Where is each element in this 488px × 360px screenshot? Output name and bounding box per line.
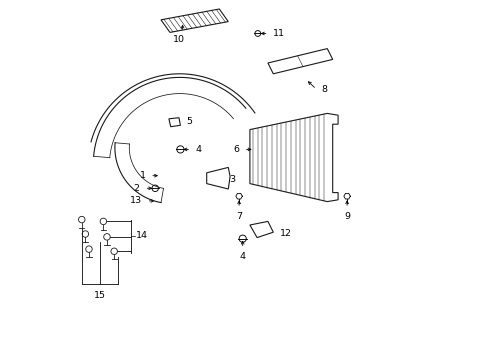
Polygon shape xyxy=(249,113,337,202)
Text: 1: 1 xyxy=(139,171,145,180)
Text: 2: 2 xyxy=(133,184,140,193)
Text: 11: 11 xyxy=(273,29,285,38)
Text: 3: 3 xyxy=(229,175,235,184)
Text: 6: 6 xyxy=(233,145,239,154)
Text: 12: 12 xyxy=(279,229,291,238)
Polygon shape xyxy=(206,167,230,189)
Text: 8: 8 xyxy=(321,85,326,94)
Polygon shape xyxy=(249,221,273,238)
Polygon shape xyxy=(267,49,332,74)
Text: 14: 14 xyxy=(136,231,147,240)
Polygon shape xyxy=(168,118,180,127)
Text: 5: 5 xyxy=(186,117,192,126)
Text: 4: 4 xyxy=(239,252,245,261)
Text: 13: 13 xyxy=(129,197,142,206)
Text: 10: 10 xyxy=(173,35,184,44)
Text: 9: 9 xyxy=(344,212,349,221)
Text: 7: 7 xyxy=(236,212,242,221)
Text: 15: 15 xyxy=(94,291,105,300)
Text: 4: 4 xyxy=(196,145,202,154)
Polygon shape xyxy=(161,9,228,32)
